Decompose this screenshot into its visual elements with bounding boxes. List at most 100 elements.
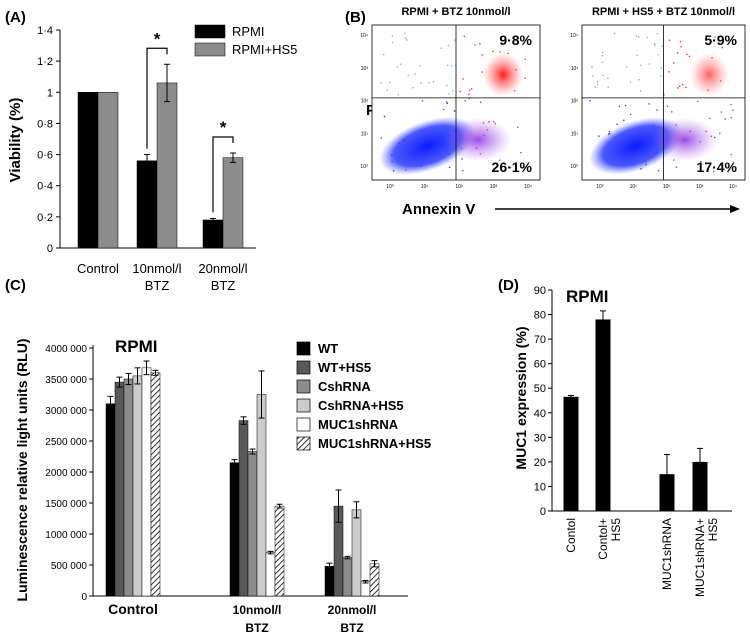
- event-dot: [481, 54, 483, 56]
- event-dot: [712, 170, 715, 173]
- event-dot: [509, 166, 512, 169]
- flow-y-tick-label: 10¹: [571, 131, 579, 137]
- event-dot: [420, 138, 422, 141]
- event-dot: [454, 39, 456, 42]
- necrotic-cell-cluster: [689, 52, 729, 97]
- legend-swatch: [296, 398, 311, 413]
- flow-x-tick-label: 10⁴: [729, 184, 737, 190]
- event-dot: [448, 166, 451, 169]
- event-dot: [398, 142, 400, 145]
- legend-swatch: [194, 24, 226, 39]
- event-dot: [415, 155, 418, 157]
- flow-y-tick-label: 10³: [571, 66, 579, 72]
- event-dot: [608, 130, 611, 133]
- panel-a-ytick-label: 1·4: [37, 25, 53, 37]
- event-dot: [447, 44, 450, 47]
- event-dot: [464, 99, 466, 102]
- flow-y-tick-label: 10¹: [361, 131, 369, 137]
- event-dot: [399, 63, 402, 65]
- event-dot: [442, 108, 445, 111]
- panel-d-ytick-label: 20: [534, 457, 546, 469]
- panel-a-category-label: Control: [77, 261, 119, 276]
- panel-c-ytick-label: 1500 000: [45, 499, 87, 510]
- event-dot: [428, 81, 430, 84]
- event-dot: [689, 130, 691, 133]
- event-dot: [685, 86, 687, 89]
- event-dot: [479, 101, 482, 104]
- event-dot: [516, 126, 519, 129]
- event-dot: [721, 46, 724, 49]
- event-dot: [629, 81, 632, 83]
- legend-swatch: [296, 379, 311, 394]
- event-dot: [419, 65, 421, 67]
- event-dot: [700, 160, 702, 163]
- event-dot: [414, 73, 416, 75]
- event-dot: [404, 32, 406, 34]
- event-dot: [414, 147, 416, 150]
- annexin-arrow-head: [730, 205, 740, 213]
- panel-a-ytick-label: 0: [47, 243, 53, 255]
- event-dot: [696, 100, 699, 103]
- panel-a-ytick-label: 1·2: [37, 56, 53, 68]
- panel-d-category-label: MUC1shRNA: [660, 518, 674, 590]
- panel-d-ytick-label: 50: [534, 383, 546, 395]
- event-dot: [720, 111, 723, 113]
- event-dot: [445, 101, 448, 103]
- panel-d-label: (D): [498, 277, 519, 294]
- flow-x-tick-label: 10³: [696, 184, 704, 190]
- event-dot: [680, 46, 682, 48]
- bar-rpmi-hs5: [156, 82, 178, 249]
- event-dot: [679, 40, 682, 43]
- event-dot: [601, 61, 604, 64]
- panel-a-ytick-label: 0·2: [37, 212, 53, 224]
- event-dot: [718, 132, 721, 135]
- bar-muc1shrna: [360, 581, 371, 597]
- event-dot: [648, 63, 651, 65]
- lower-right-percent: 17·4%: [697, 159, 738, 175]
- bar-rpmi-hs5: [222, 157, 244, 249]
- flow-plot-title: RPMI + HS5 + BTZ 10nmol/l: [592, 6, 735, 18]
- legend-label: RPMI+HS5: [232, 42, 297, 57]
- event-dot: [515, 68, 518, 71]
- event-dot: [446, 84, 448, 87]
- event-dot: [629, 113, 632, 116]
- flow-x-tick-label: 10¹: [630, 184, 638, 190]
- event-dot: [383, 115, 386, 118]
- panel-d-ytick-label: 90: [534, 285, 546, 297]
- event-dot: [475, 147, 478, 150]
- flow-plot: RPMI + HS5 + BTZ 10nmol/l 5·9% 17·4% 10⁰ 10⁰…: [570, 6, 746, 190]
- event-dot: [655, 152, 657, 154]
- panel-a-label: (A): [5, 9, 26, 26]
- flow-x-tick-label: 10³: [490, 184, 498, 190]
- panel-a-ytick-label: 0·8: [37, 118, 53, 130]
- event-dot: [391, 160, 393, 163]
- panel-d-category-label: HS5: [609, 518, 623, 542]
- panel-a-category-label: BTZ: [145, 278, 170, 293]
- legend-swatch: [296, 436, 311, 451]
- bar-cshrna: [247, 451, 258, 597]
- panel-c-ytick-label: 3000 000: [45, 406, 87, 417]
- event-dot: [670, 111, 673, 113]
- panel-d-category-label: MUC1shRNA+: [693, 518, 707, 597]
- event-dot: [507, 52, 509, 55]
- bar-muc1shrna-hs5: [274, 505, 285, 597]
- event-dot: [462, 169, 464, 172]
- event-dot: [654, 44, 656, 46]
- event-dot: [446, 102, 449, 105]
- event-dot: [404, 37, 407, 39]
- event-dot: [675, 166, 678, 168]
- event-dot: [616, 123, 618, 126]
- event-dot: [380, 82, 382, 84]
- legend-label: CshRNA+HS5: [318, 398, 404, 413]
- panel-d-ytick-label: 80: [534, 310, 546, 322]
- event-dot: [645, 163, 647, 166]
- bar-muc1shrna-hs5: [369, 563, 380, 597]
- event-dot: [635, 35, 638, 37]
- event-dot: [392, 169, 395, 172]
- bar-rpmi: [77, 92, 99, 249]
- event-dot: [678, 85, 681, 88]
- event-dot: [608, 132, 611, 135]
- panel-c-ytick-label: 0: [81, 592, 87, 603]
- panel-d-ytick-label: 0: [540, 506, 546, 518]
